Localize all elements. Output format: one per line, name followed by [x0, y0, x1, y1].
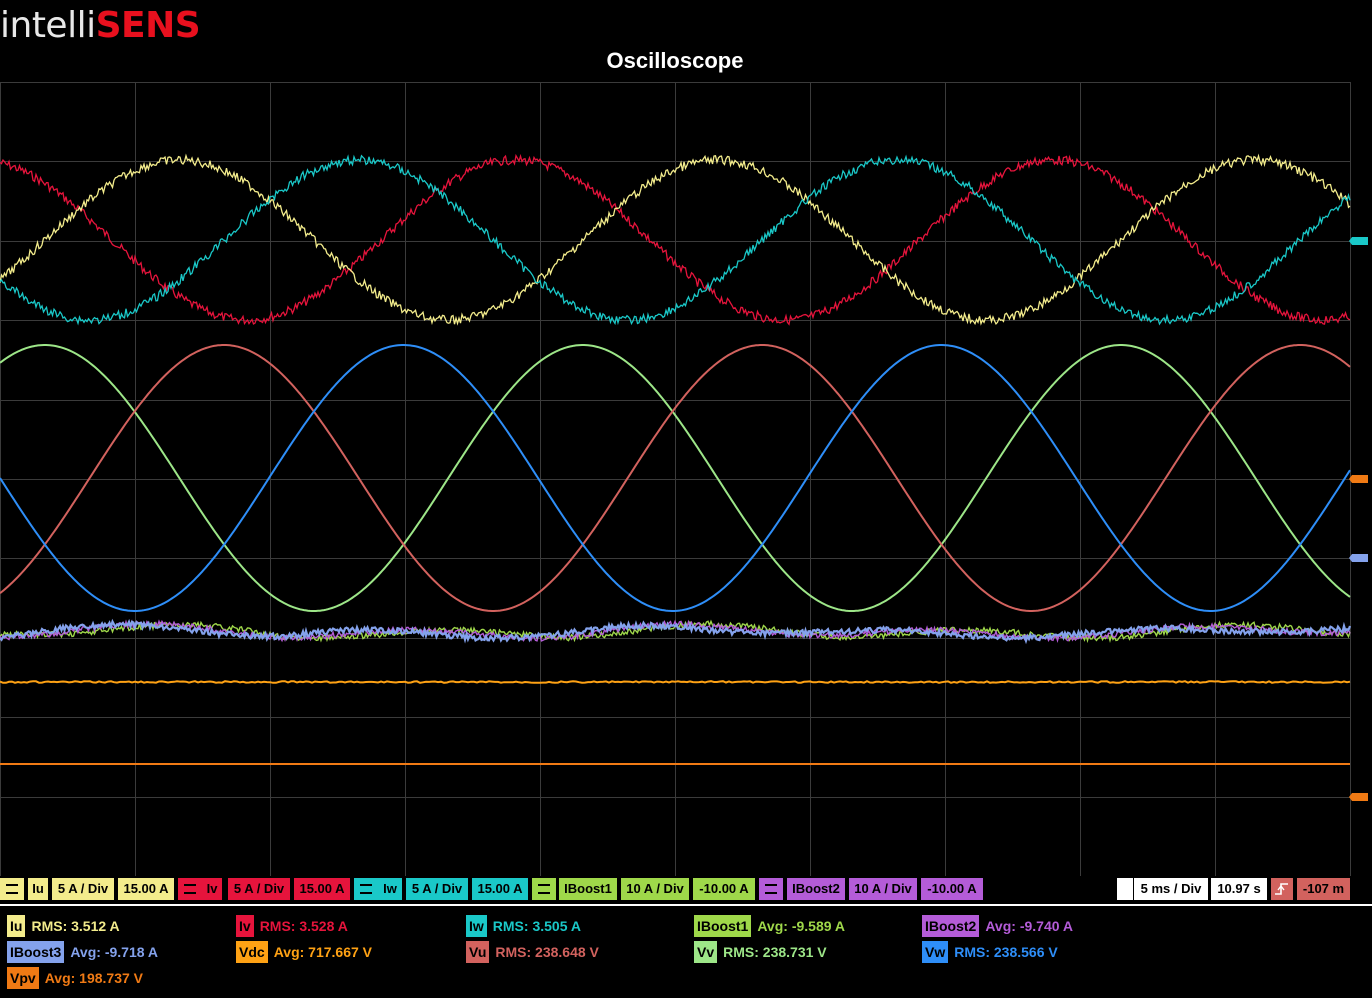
dc-coupling-icon: [184, 884, 196, 894]
measurement-vdc: Vdc Avg: 717.667 V: [236, 939, 373, 964]
voltage-trace-vu: [0, 344, 1351, 612]
offset-button-iw[interactable]: 15.00 A: [472, 878, 528, 900]
current-trace-iv: [0, 153, 1351, 326]
scale-button-iboost2[interactable]: 10 A / Div: [849, 878, 917, 900]
measurement-vv: Vv RMS: 238.731 V: [694, 939, 827, 964]
measurement-vu: Vu RMS: 238.648 V: [466, 939, 599, 964]
channel-offset-marker[interactable]: [1349, 793, 1368, 801]
measurement-iv: Iv RMS: 3.528 A: [236, 913, 348, 938]
dc-coupling-icon: [538, 884, 550, 894]
measurement-label: Iw: [466, 915, 487, 938]
boost-current-trace-iboost3: [0, 618, 1352, 645]
trigger-edge-button[interactable]: [1271, 878, 1293, 900]
oscilloscope-title: Oscilloscope: [606, 48, 744, 73]
timebase-scale-button[interactable]: 5 ms / Div: [1134, 878, 1208, 900]
coupling-toggle-iv[interactable]: [178, 878, 202, 900]
zoom-area[interactable]: [1117, 878, 1133, 900]
offset-button-iu[interactable]: 15.00 A: [118, 878, 174, 900]
measurement-vpv: Vpv Avg: 198.737 V: [7, 965, 144, 990]
measurement-value: RMS: 3.528 A: [259, 918, 348, 935]
logo-part-intelli: intelli: [0, 5, 96, 46]
channel-offset-markers[interactable]: [1349, 237, 1368, 801]
channel-tag-iboost1[interactable]: IBoost1: [559, 878, 617, 900]
offset-button-iboost1[interactable]: -10.00 A: [693, 878, 755, 900]
trigger-level-button[interactable]: -107 m: [1297, 878, 1350, 900]
measurement-label: Iv: [236, 915, 254, 938]
voltage-trace-vv: [0, 344, 1351, 612]
dc-coupling-icon: [765, 884, 777, 894]
offset-button-iv[interactable]: 15.00 A: [294, 878, 350, 900]
scale-button-iboost1[interactable]: 10 A / Div: [621, 878, 689, 900]
channel-tag-iu[interactable]: Iu: [28, 878, 48, 900]
scale-button-iw[interactable]: 5 A / Div: [406, 878, 468, 900]
dc-coupling-icon: [360, 884, 372, 894]
measurement-iboost1: IBoost1 Avg: -9.589 A: [694, 913, 846, 938]
measurement-iboost2: IBoost2 Avg: -9.740 A: [922, 913, 1074, 938]
measurement-label: Vu: [466, 941, 490, 964]
measurement-value: Avg: 198.737 V: [44, 970, 144, 987]
measurement-label: IBoost1: [694, 915, 752, 938]
measurement-value: Avg: -9.740 A: [985, 918, 1074, 935]
measurement-label: Vw: [922, 941, 949, 964]
measurement-value: Avg: -9.718 A: [70, 944, 159, 961]
channel-offset-marker[interactable]: [1349, 475, 1368, 483]
coupling-toggle-iw[interactable]: [354, 878, 378, 900]
time-position-button[interactable]: 10.97 s: [1211, 878, 1267, 900]
channel-offset-marker[interactable]: [1349, 554, 1368, 562]
divider: [0, 904, 1372, 906]
coupling-toggle-iboost2[interactable]: [759, 878, 783, 900]
channel-tag-iw[interactable]: Iw: [378, 878, 402, 900]
measurement-label: Vdc: [236, 941, 268, 964]
measurement-label: Vv: [694, 941, 718, 964]
measurement-value: RMS: 3.505 A: [492, 918, 581, 935]
measurement-value: Avg: 717.667 V: [273, 944, 373, 961]
voltage-trace-vw: [0, 344, 1351, 612]
scale-button-iv[interactable]: 5 A / Div: [228, 878, 290, 900]
oscilloscope-plot[interactable]: [0, 82, 1372, 876]
measurement-value: RMS: 238.648 V: [495, 944, 599, 961]
measurement-value: RMS: 238.731 V: [723, 944, 827, 961]
current-trace-iu: [0, 153, 1351, 326]
channel-tag-iboost2[interactable]: IBoost2: [787, 878, 845, 900]
channel-offset-marker[interactable]: [1349, 237, 1368, 245]
scope-grid: [0, 82, 1351, 876]
measurement-label: Iu: [7, 915, 26, 938]
trigger-rising-edge-icon: [1275, 883, 1288, 895]
logo-part-sens: SENS: [95, 5, 201, 46]
voltage-trace-vdc: [0, 680, 1351, 684]
measurement-value: RMS: 3.512 A: [31, 918, 120, 935]
measurement-iu: Iu RMS: 3.512 A: [7, 913, 120, 938]
measurement-value: RMS: 238.566 V: [954, 944, 1058, 961]
measurement-label: Vpv: [7, 967, 39, 990]
measurement-label: IBoost3: [7, 941, 65, 964]
coupling-toggle-iboost1[interactable]: [532, 878, 556, 900]
channel-tag-iv[interactable]: Iv: [202, 878, 222, 900]
measurement-iw: Iw RMS: 3.505 A: [466, 913, 581, 938]
measurement-vw: Vw RMS: 238.566 V: [922, 939, 1058, 964]
channel-settings-bar: Iu 5 A / Div 15.00 A Iv 5 A / Div 15.00 A Iw 5 …: [0, 876, 1372, 903]
dc-coupling-icon: [6, 884, 18, 894]
current-trace-iw: [0, 154, 1351, 326]
measurement-label: IBoost2: [922, 915, 980, 938]
offset-button-iboost2[interactable]: -10.00 A: [921, 878, 983, 900]
coupling-toggle-iu[interactable]: [0, 878, 24, 900]
intellisens-logo: intelliSENS: [0, 4, 201, 48]
scope-traces: [0, 153, 1352, 765]
measurement-value: Avg: -9.589 A: [757, 918, 846, 935]
scale-button-iu[interactable]: 5 A / Div: [52, 878, 114, 900]
measurement-iboost3: IBoost3 Avg: -9.718 A: [7, 939, 159, 964]
